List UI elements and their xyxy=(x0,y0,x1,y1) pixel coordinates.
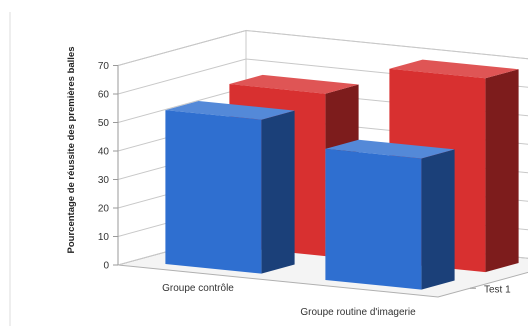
y-tick-label: 30 xyxy=(98,175,110,186)
x-category-label: Groupe routine d'imagerie xyxy=(300,307,416,318)
y-tick-label: 60 xyxy=(98,90,110,101)
bar-side xyxy=(485,69,519,273)
bar xyxy=(325,139,455,290)
y-tick-label: 10 xyxy=(98,232,110,243)
gridline xyxy=(117,29,528,66)
bar-top xyxy=(325,139,455,159)
y-tick-label: 50 xyxy=(98,118,110,129)
bar-front xyxy=(165,110,262,274)
bar-side xyxy=(261,110,295,274)
bar-front xyxy=(325,148,422,290)
series-axis-label: Test 1 xyxy=(484,284,511,295)
y-tick-label: 20 xyxy=(98,204,110,215)
y-tick-label: 0 xyxy=(103,261,109,272)
x-category-label: Groupe contrôle xyxy=(162,283,234,294)
bar-top xyxy=(389,59,519,79)
y-axis-label: Pourcentage de réussite des premières ba… xyxy=(66,47,77,254)
bar-top xyxy=(229,74,359,94)
bar-side xyxy=(421,149,455,290)
y-tick-label: 40 xyxy=(98,147,110,158)
y-tick-label: 70 xyxy=(98,61,110,72)
bar-top xyxy=(165,101,295,120)
bar xyxy=(165,101,295,274)
